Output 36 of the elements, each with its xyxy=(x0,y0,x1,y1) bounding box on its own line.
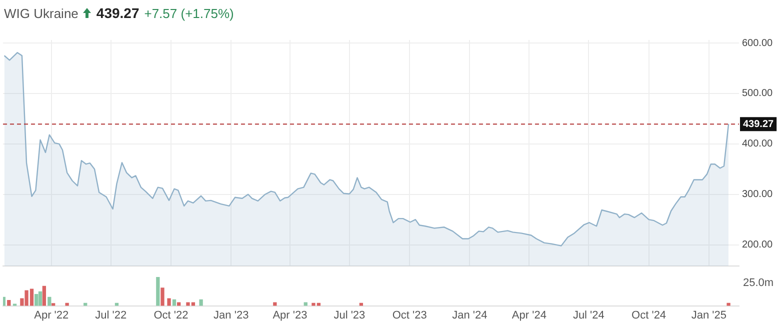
text: 25.0m xyxy=(743,277,774,290)
bar xyxy=(160,288,164,306)
x-tick-label: Jul '22 xyxy=(95,309,127,322)
bar xyxy=(199,299,203,306)
x-tick-label: Oct '23 xyxy=(392,309,427,322)
x-tick-label: Oct '22 xyxy=(154,309,188,322)
y-tick-label: 300.00 xyxy=(742,189,774,200)
bar xyxy=(7,300,11,306)
x-tick-label: Jul '24 xyxy=(572,309,604,322)
bar xyxy=(3,296,6,306)
x-tick-label: Apr '22 xyxy=(34,309,69,322)
bar xyxy=(167,298,171,306)
bar xyxy=(48,296,52,306)
x-tick-label: Jul '23 xyxy=(334,309,366,322)
bar xyxy=(38,291,42,306)
bar xyxy=(172,299,176,306)
bar xyxy=(52,303,56,306)
x-tick-label: Apr '23 xyxy=(272,309,308,322)
x-tick-label: Jan '25 xyxy=(691,309,727,322)
y-tick-label: 500.00 xyxy=(742,88,774,100)
y-tick-label: 600.00 xyxy=(742,38,774,49)
bar xyxy=(156,277,160,306)
bar xyxy=(65,302,69,306)
x-tick-label: Apr '24 xyxy=(512,309,546,322)
y-tick-label: 400.00 xyxy=(742,138,774,150)
bar xyxy=(34,294,38,306)
y-tick-label: 200.00 xyxy=(742,240,774,251)
bar xyxy=(42,286,46,306)
text: 439.27 xyxy=(96,5,140,21)
bar xyxy=(726,302,730,306)
x-tick-label: Jan '23 xyxy=(214,309,249,322)
chart-title: WIG Ukraine xyxy=(4,6,78,20)
text: +7.57 (+1.75%) xyxy=(144,6,234,20)
x-tick-label: Oct '24 xyxy=(632,309,666,322)
ref-line-label: 439.27 xyxy=(743,118,774,130)
x-tick-label: Jan '24 xyxy=(452,309,488,322)
